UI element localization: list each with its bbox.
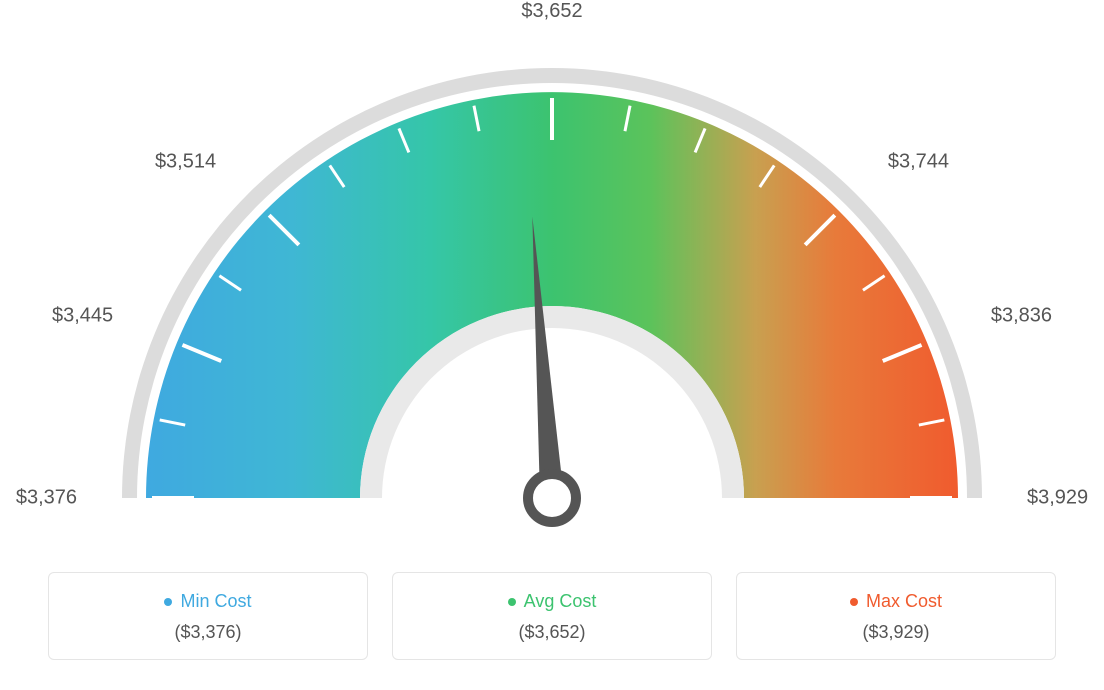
min-dot-icon bbox=[164, 598, 172, 606]
max-dot-icon bbox=[850, 598, 858, 606]
max-cost-label: Max Cost bbox=[866, 591, 942, 612]
summary-cards-row: Min Cost ($3,376) Avg Cost ($3,652) Max … bbox=[48, 572, 1056, 660]
gauge-svg bbox=[0, 0, 1104, 540]
gauge-chart-container: $3,376 $3,445 $3,514 $3,652 $3,744 $3,836 $3,9… bbox=[0, 0, 1104, 690]
gauge-tick-label: $3,514 bbox=[155, 151, 216, 174]
avg-cost-label: Avg Cost bbox=[524, 591, 597, 612]
avg-cost-value: ($3,652) bbox=[413, 622, 691, 643]
gauge-tick-label: $3,836 bbox=[991, 305, 1052, 328]
avg-cost-label-row: Avg Cost bbox=[413, 591, 691, 612]
min-cost-label-row: Min Cost bbox=[69, 591, 347, 612]
gauge-tick-label: $3,445 bbox=[52, 305, 113, 328]
max-cost-label-row: Max Cost bbox=[757, 591, 1035, 612]
gauge-tick-label: $3,376 bbox=[16, 487, 77, 510]
gauge-area: $3,376 $3,445 $3,514 $3,652 $3,744 $3,836 $3,9… bbox=[0, 0, 1104, 540]
avg-dot-icon bbox=[508, 598, 516, 606]
gauge-needle-hub bbox=[528, 474, 576, 522]
max-cost-card: Max Cost ($3,929) bbox=[736, 572, 1056, 660]
gauge-tick-label: $3,652 bbox=[521, 0, 582, 23]
min-cost-card: Min Cost ($3,376) bbox=[48, 572, 368, 660]
gauge-tick-label: $3,929 bbox=[1027, 487, 1088, 510]
min-cost-label: Min Cost bbox=[180, 591, 251, 612]
max-cost-value: ($3,929) bbox=[757, 622, 1035, 643]
min-cost-value: ($3,376) bbox=[69, 622, 347, 643]
avg-cost-card: Avg Cost ($3,652) bbox=[392, 572, 712, 660]
gauge-tick-label: $3,744 bbox=[888, 151, 949, 174]
